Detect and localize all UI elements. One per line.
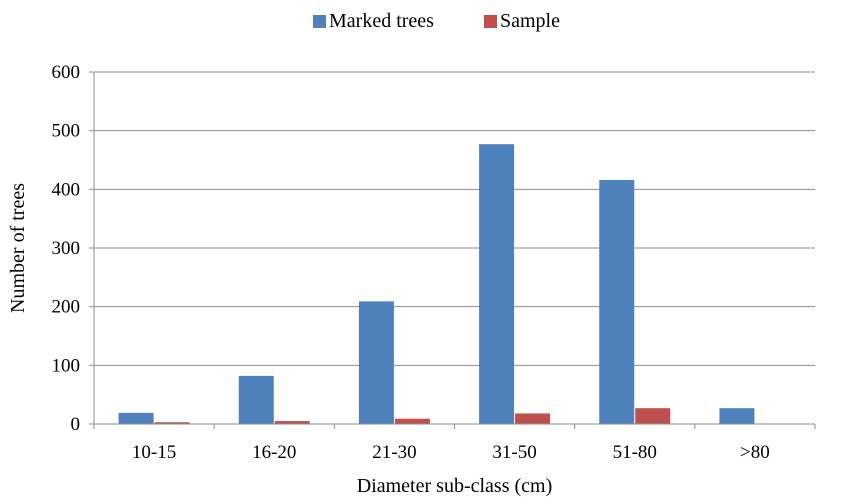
x-tick-label: 16-20 <box>252 442 296 463</box>
legend-swatch <box>484 15 497 28</box>
y-tick-label: 100 <box>52 355 81 376</box>
legend-label: Sample <box>500 10 560 32</box>
bar-sample <box>635 408 671 424</box>
bar-marked-trees <box>719 408 755 424</box>
axes: 0 100 200 300 400 500 600 10-15 16-20 21-30 31-50 5… <box>52 62 816 463</box>
x-tick-label: >80 <box>740 442 770 463</box>
bar-marked-trees <box>118 412 154 424</box>
bar-sample <box>515 413 551 424</box>
gridlines <box>94 71 815 366</box>
bars <box>118 144 755 424</box>
legend-swatch <box>313 15 326 28</box>
y-tick-label: 200 <box>52 297 81 318</box>
y-tick-label: 500 <box>52 121 81 142</box>
y-tick-label: 300 <box>52 238 81 259</box>
legend: Marked trees Sample <box>313 10 560 32</box>
x-axis-title: Diameter sub-class (cm) <box>357 475 552 497</box>
y-tick-label: 600 <box>52 62 81 83</box>
bar-marked-trees <box>599 179 635 424</box>
bar-marked-trees <box>358 301 394 424</box>
bar-marked-trees <box>479 144 515 424</box>
bar-sample <box>154 422 190 424</box>
y-tick-label: 0 <box>71 414 81 435</box>
x-tick-label: 21-30 <box>372 442 416 463</box>
x-tick-label: 10-15 <box>132 442 176 463</box>
y-axis-title: Number of trees <box>7 183 29 313</box>
bar-sample <box>274 421 310 424</box>
bar-sample <box>394 418 430 424</box>
bar-marked-trees <box>238 375 274 424</box>
legend-label: Marked trees <box>329 10 434 32</box>
y-tick-label: 400 <box>52 179 81 200</box>
x-tick-label: 31-50 <box>492 442 536 463</box>
x-tick-label: 51-80 <box>613 442 657 463</box>
